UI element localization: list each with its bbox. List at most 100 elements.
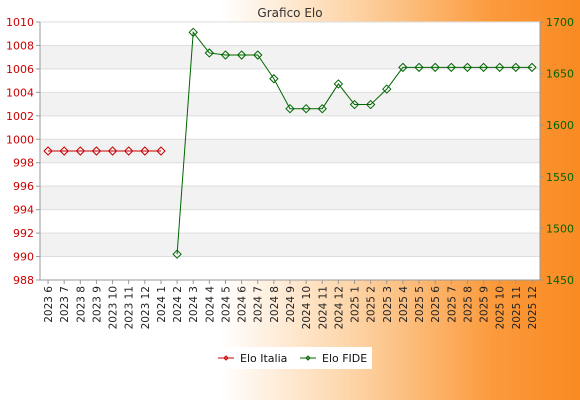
legend-marker	[223, 355, 229, 361]
right-tick-label: 1550	[546, 171, 574, 184]
left-tick-label: 1010	[6, 16, 34, 29]
x-tick-label: 2024 3	[188, 286, 200, 323]
x-tick-label: 2025 7	[446, 286, 458, 323]
x-axis: 2023 6 2023 7 2023 8 2023 9 2023 10 2023 11 20…	[40, 279, 540, 329]
left-tick-label: 1002	[6, 110, 34, 123]
x-tick-label: 2025 11	[511, 286, 523, 329]
grid-band	[40, 233, 540, 257]
x-tick-label: 2024 5	[220, 286, 232, 323]
x-tick-label: 2023 7	[59, 286, 71, 323]
data-point	[91, 146, 102, 156]
x-tick-label: 2024 7	[253, 286, 265, 323]
data-point	[59, 146, 69, 156]
data-point	[124, 146, 134, 156]
legend: Elo Italia Elo FIDE	[210, 347, 372, 369]
x-tick-label: 2025 4	[398, 286, 410, 323]
x-tick-label: 2024 6	[237, 286, 249, 323]
left-tick-label: 990	[13, 251, 34, 264]
x-tick-label: 2024 9	[285, 286, 297, 323]
grid	[40, 21, 540, 281]
right-tick-label: 1650	[546, 68, 574, 81]
left-tick-label: 1006	[6, 63, 34, 76]
data-point	[382, 84, 392, 94]
x-tick-label: 2024 12	[333, 286, 345, 329]
x-tick-label: 2023 6	[43, 286, 55, 323]
x-tick-label: 2024 10	[301, 286, 313, 329]
x-tick-label: 2023 9	[91, 286, 103, 323]
data-point	[269, 74, 279, 84]
data-point	[430, 62, 440, 73]
legend-label: Elo Italia	[240, 352, 287, 365]
data-point	[204, 48, 215, 58]
x-tick-label: 2025 10	[495, 286, 507, 329]
legend-marker	[305, 355, 311, 361]
grid-band	[40, 45, 540, 69]
right-tick-label: 1600	[546, 119, 574, 132]
grid-band	[40, 186, 540, 210]
left-tick-label: 988	[13, 274, 34, 287]
data-point	[75, 146, 86, 156]
x-tick-label: 2025 8	[462, 286, 474, 323]
legend-label: Elo FIDE	[322, 352, 367, 365]
left-tick-label: 992	[13, 227, 34, 240]
series-line	[176, 30, 532, 255]
grid-band	[40, 139, 540, 163]
data-point	[220, 50, 231, 60]
left-tick-label: 1004	[6, 86, 34, 99]
right-tick-label: 1700	[546, 16, 574, 29]
x-tick-label: 2024 11	[317, 286, 329, 329]
left-tick-label: 994	[13, 204, 34, 217]
series-layer	[43, 27, 537, 259]
series-elo-italia	[43, 146, 166, 156]
x-tick-label: 2023 11	[124, 286, 136, 329]
data-point	[43, 146, 53, 156]
data-point	[236, 50, 247, 60]
data-point	[349, 99, 360, 110]
x-tick-label: 2023 10	[108, 286, 120, 329]
data-point	[478, 62, 489, 73]
right-tick-label: 1500	[546, 222, 574, 235]
data-point	[398, 62, 408, 73]
data-point	[156, 146, 166, 156]
x-tick-label: 2025 12	[527, 286, 539, 329]
right-tick-label: 1450	[546, 274, 574, 287]
left-tick-label: 1008	[6, 39, 34, 52]
data-point	[527, 62, 537, 73]
data-point	[107, 146, 118, 156]
data-point	[172, 249, 182, 259]
left-tick-label: 996	[13, 180, 34, 193]
right-axis: 1450 1500 1550 1600 1650 1700	[539, 16, 574, 287]
data-point	[285, 103, 295, 114]
x-tick-label: 2024 8	[269, 286, 281, 323]
plot-area	[40, 22, 540, 280]
data-point	[494, 62, 505, 73]
data-point	[333, 79, 344, 89]
x-tick-label: 2025 6	[430, 286, 442, 323]
x-tick-label: 2024 2	[172, 286, 184, 323]
x-tick-label: 2025 1	[350, 286, 362, 323]
x-tick-label: 2023 8	[75, 286, 87, 323]
x-tick-label: 2023 12	[140, 286, 152, 329]
data-point	[140, 146, 150, 156]
data-point	[511, 62, 521, 73]
x-tick-label: 2025 5	[414, 286, 426, 323]
data-point	[365, 99, 376, 110]
data-point	[188, 27, 198, 38]
x-tick-label: 2025 3	[382, 286, 394, 323]
data-point	[414, 62, 424, 73]
legend-box	[210, 347, 372, 369]
series-elo-fide	[172, 27, 537, 259]
data-point	[317, 103, 327, 114]
x-tick-label: 2025 2	[366, 286, 378, 323]
left-axis: 988 990 992 994 996 998 1000 1002 1004 1006 1008 10…	[6, 16, 41, 287]
x-tick-label: 2024 4	[204, 286, 216, 323]
x-tick-label: 2024 1	[156, 286, 168, 323]
data-point	[462, 62, 473, 73]
chart-title: Grafico Elo	[257, 6, 322, 20]
data-point	[446, 62, 456, 73]
left-tick-label: 998	[13, 157, 34, 170]
data-point	[301, 103, 311, 114]
left-tick-label: 1000	[6, 133, 34, 146]
data-point	[253, 50, 263, 60]
